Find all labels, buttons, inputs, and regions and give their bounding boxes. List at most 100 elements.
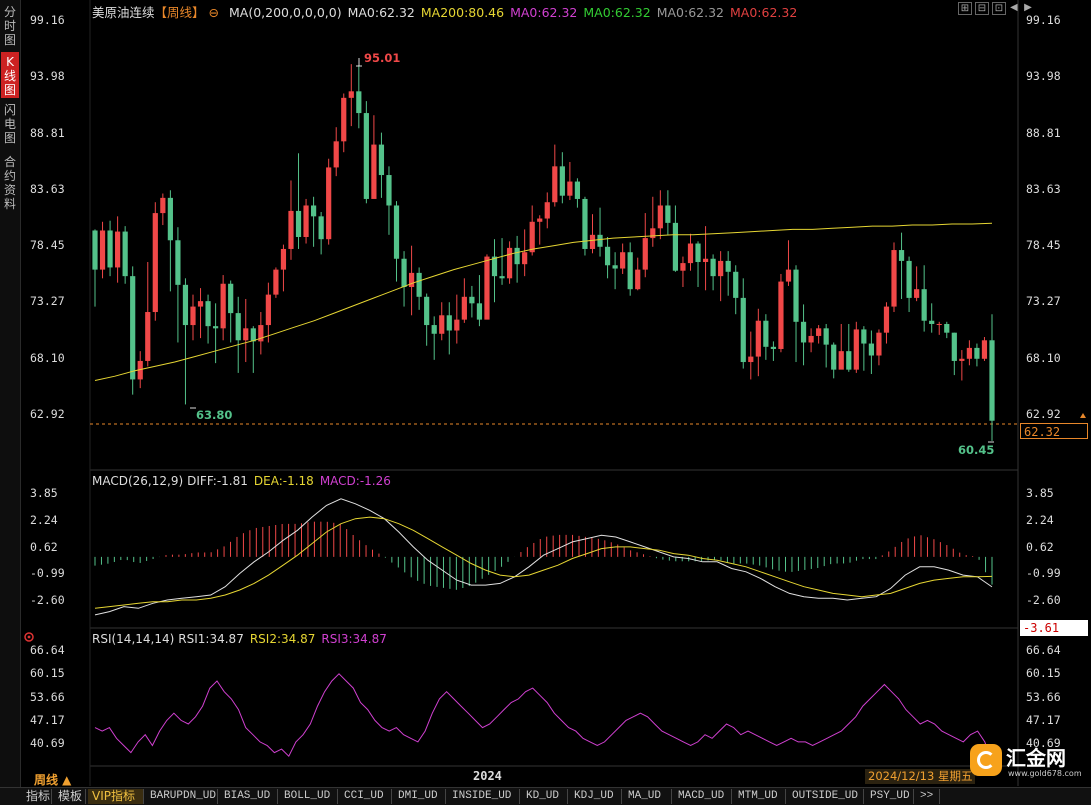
scroll-right-icon[interactable]: ▶ xyxy=(1024,2,1032,13)
bottom-tab[interactable]: BARUPDN_UD xyxy=(146,789,218,804)
candle-body xyxy=(627,252,633,290)
bottom-tab[interactable]: KDJ_UD xyxy=(570,789,622,804)
price-tick-right: 83.63 xyxy=(1026,181,1061,196)
split-icon[interactable]: ⊟ xyxy=(975,2,989,15)
candle-body xyxy=(680,263,686,271)
candle-body xyxy=(130,276,136,380)
candle-body xyxy=(243,328,249,341)
indicator-tab-bar: 指标 模板 VIP指标 BARUPDN_UD BIAS_UD BOLL_UD CCI_UD D… xyxy=(0,787,1091,805)
candle-body xyxy=(906,260,912,298)
candle-body xyxy=(733,271,739,298)
ma-values: MA(0,200,0,0,0,0) MA0:62.32 MA200:80.46 MA0… xyxy=(229,5,803,20)
layout-icon[interactable]: ⊞ xyxy=(958,2,972,15)
candle-body xyxy=(831,344,837,370)
candle-body xyxy=(846,351,852,370)
macd-diff-value: DIFF:-1.81 xyxy=(187,474,248,488)
tab-flash[interactable]: 闪电图 xyxy=(3,103,16,145)
logo-icon xyxy=(970,744,1002,776)
candle-body xyxy=(710,258,716,277)
rsi-tick-right: 47.17 xyxy=(1026,712,1061,727)
macd-tick-right: 0.62 xyxy=(1026,539,1054,554)
candle-body xyxy=(318,216,324,240)
price-tick-right: 68.10 xyxy=(1026,350,1061,365)
bottom-tab[interactable]: >> xyxy=(916,789,940,804)
candle-body xyxy=(228,283,234,314)
bottom-tab[interactable]: MTM_UD xyxy=(734,789,786,804)
bottom-tab[interactable]: BIAS_UD xyxy=(220,789,278,804)
settings-icon[interactable]: ⊖ xyxy=(208,5,220,20)
logo-url: www.gold678.com xyxy=(1008,769,1082,778)
macd-tick-left: 2.24 xyxy=(30,512,58,527)
candle-body xyxy=(197,301,204,307)
macd-tick-right: 3.85 xyxy=(1026,486,1054,500)
candle-body xyxy=(582,198,588,249)
bottom-tab[interactable]: 指标 xyxy=(22,789,52,804)
candle-body xyxy=(597,234,603,247)
candle-body xyxy=(378,144,385,176)
candle-body xyxy=(635,269,641,290)
candle-body xyxy=(190,306,196,326)
logo-ring xyxy=(977,751,995,769)
bottom-tab[interactable]: DMI_UD xyxy=(394,789,446,804)
bottom-tab[interactable]: 模板 xyxy=(54,789,86,804)
scroll-left-icon[interactable]: ◀ xyxy=(1010,2,1018,13)
bottom-tab[interactable]: MA_UD xyxy=(624,789,672,804)
ma-item: MA0:62.32 xyxy=(347,5,415,20)
ma-item: MA0:62.32 xyxy=(656,5,724,20)
macd-tick-right: -2.60 xyxy=(1026,593,1061,607)
macd-current-box: -3.61 xyxy=(1020,620,1088,636)
price-tick-left: 62.92 xyxy=(30,407,65,421)
maximize-icon[interactable]: ⊡ xyxy=(992,2,1006,15)
candle-body xyxy=(220,283,226,329)
candle-body xyxy=(665,205,671,223)
candle-body xyxy=(650,228,656,239)
candle-body xyxy=(273,269,279,295)
candle-body xyxy=(861,329,867,344)
candle-body xyxy=(333,141,339,168)
candle-body xyxy=(770,346,777,349)
macd-tick-left: -2.60 xyxy=(30,593,65,607)
candlestick-series xyxy=(92,64,995,441)
candle-body xyxy=(439,315,445,334)
candle-body xyxy=(160,197,166,214)
candle-body xyxy=(167,197,173,241)
bottom-tab[interactable]: KD_UD xyxy=(522,789,568,804)
candle-body xyxy=(695,243,701,263)
price-tick-left: 88.81 xyxy=(30,125,65,140)
bottom-tab[interactable]: VIP指标 xyxy=(88,789,144,804)
candle-body xyxy=(755,320,761,357)
tab-timeshare[interactable]: 分时图 xyxy=(3,5,16,47)
candle-body xyxy=(981,340,988,359)
price-tick-right: 93.98 xyxy=(1026,69,1061,84)
chart-canvas[interactable] xyxy=(0,0,1091,786)
ma200-line xyxy=(94,222,993,381)
rsi-pane-marker-dot xyxy=(27,635,31,639)
macd-legend: MACD(26,12,9) DIFF:-1.81 DEA:-1.18 MACD:-1.… xyxy=(92,474,397,488)
tab-contract-info[interactable]: 合约资料 xyxy=(3,155,16,211)
price-tick-right: 99.16 xyxy=(1026,13,1061,27)
candle-body xyxy=(348,91,354,98)
candle-body xyxy=(898,250,905,261)
bottom-tab[interactable]: MACD_UD xyxy=(674,789,732,804)
candle-body xyxy=(326,167,332,240)
tab-kline[interactable]: K线图 xyxy=(1,52,19,98)
bottom-tab[interactable]: BOLL_UD xyxy=(280,789,338,804)
candle-body xyxy=(883,306,890,333)
candle-body xyxy=(537,218,543,222)
candle-body xyxy=(107,230,113,268)
bottom-tab[interactable]: PSY_UD xyxy=(866,789,914,804)
candle-body xyxy=(702,258,709,263)
candle-body xyxy=(182,284,189,326)
low-label-right: 60.45 xyxy=(958,443,995,457)
candle-body xyxy=(401,258,407,288)
period-switch-button[interactable]: 周线 ▲ xyxy=(34,773,72,787)
candle-body xyxy=(959,358,965,361)
candle-body xyxy=(951,332,957,361)
candle-body xyxy=(461,296,467,320)
rsi-legend: RSI(14,14,14) RSI1:34.87 RSI2:34.87 RSI3:34… xyxy=(92,632,393,646)
macd-tick-left: 3.85 xyxy=(30,486,58,500)
bottom-tab[interactable]: INSIDE_UD xyxy=(448,789,520,804)
bottom-tab[interactable]: CCI_UD xyxy=(340,789,392,804)
bottom-tab[interactable]: OUTSIDE_UD xyxy=(788,789,864,804)
